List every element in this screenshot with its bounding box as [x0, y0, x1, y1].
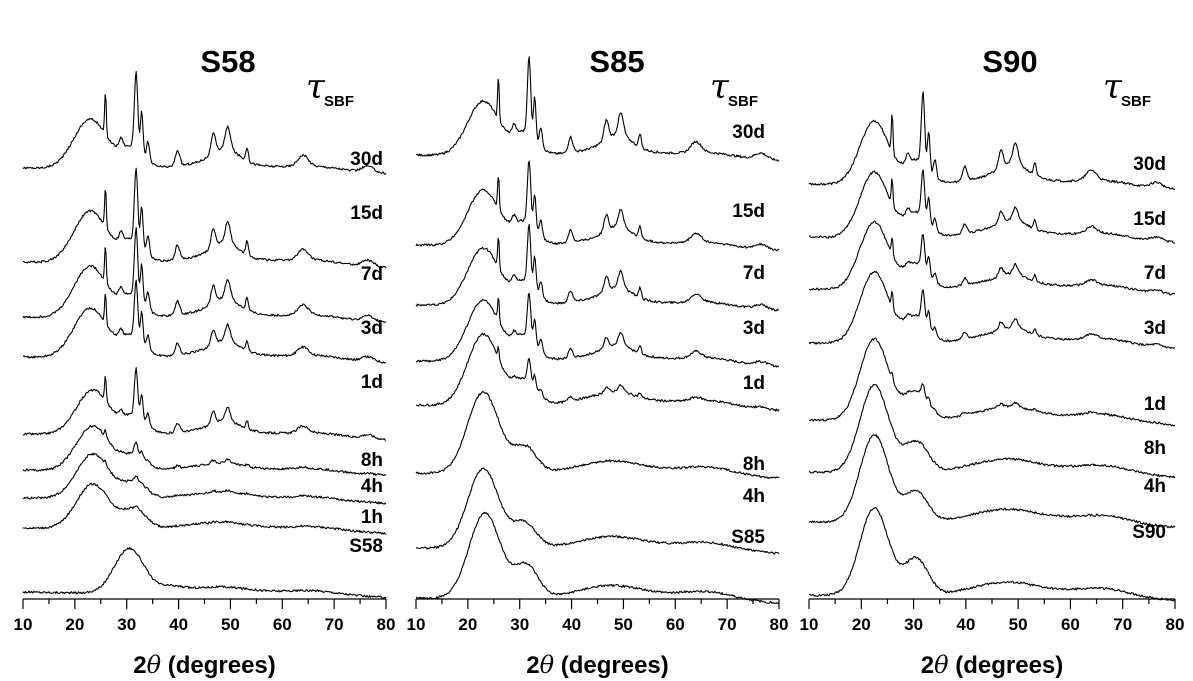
- trace-1h: [22, 482, 387, 535]
- trace-label: 30d: [350, 149, 383, 170]
- trace-15d: [808, 169, 1176, 244]
- x-tick-label: 10: [407, 615, 426, 634]
- x-tick-label: 50: [1009, 615, 1028, 634]
- trace-label: 15d: [732, 201, 765, 222]
- legend-tau-symbol: τ: [1103, 67, 1123, 107]
- x-tick-label: 50: [221, 615, 240, 634]
- x-axis-label-prefix: 2: [133, 652, 146, 679]
- trace-8h: [808, 383, 1176, 479]
- trace-label: 7d: [361, 264, 383, 285]
- x-tick-label: 30: [117, 615, 136, 634]
- trace-15d: [415, 160, 780, 252]
- trace-7d: [808, 220, 1176, 296]
- trace-4h: [22, 452, 387, 505]
- x-axis-label-suffix: (degrees): [554, 652, 669, 679]
- x-tick-label: 70: [1113, 615, 1132, 634]
- trace-4h: [808, 434, 1176, 529]
- x-tick-label: 30: [510, 615, 529, 634]
- trace-1d: [415, 332, 780, 412]
- trace-label: 3d: [743, 318, 765, 339]
- x-tick-label: 80: [377, 615, 396, 634]
- x-tick-label: 20: [458, 615, 477, 634]
- trace-label: 8h: [743, 454, 765, 475]
- x-tick-label: 70: [325, 615, 344, 634]
- trace-S58: [22, 547, 387, 599]
- x-tick-label: 60: [666, 615, 685, 634]
- legend-tau-symbol: τ: [710, 67, 730, 107]
- trace-7d: [22, 226, 387, 323]
- x-tick-label: 10: [14, 615, 33, 634]
- trace-label: 4h: [1144, 476, 1166, 497]
- x-axis-label: 2θ (degrees): [921, 651, 1064, 679]
- trace-30d: [808, 91, 1176, 190]
- x-tick-label: 70: [718, 615, 737, 634]
- trace-1d: [809, 337, 1176, 427]
- trace-8h: [22, 424, 387, 477]
- trace-label: 15d: [1133, 209, 1166, 230]
- trace-label: 3d: [361, 318, 383, 339]
- x-tick-label: 80: [1166, 615, 1185, 634]
- legend-tau-subscript: SBF: [1121, 93, 1151, 110]
- x-axis-label-symbol: θ: [934, 651, 949, 679]
- trace-label: 4h: [361, 476, 383, 497]
- trace-label: 8h: [1144, 438, 1166, 459]
- trace-30d: [415, 56, 780, 162]
- trace-label: S58: [349, 536, 383, 557]
- trace-label: S90: [1132, 522, 1166, 543]
- x-axis-label-symbol: θ: [540, 651, 555, 679]
- x-tick-label: 20: [65, 615, 84, 634]
- x-tick-label: 60: [273, 615, 292, 634]
- panel-title: S85: [589, 44, 644, 79]
- panel-s85: 10 20 30 40 50 60 70 80 2θ (degrees) S85 τ SBF S85 4h…: [407, 44, 789, 679]
- trace-3d: [22, 279, 387, 364]
- trace-label: 1d: [361, 372, 383, 393]
- panel-title: S90: [982, 44, 1037, 79]
- trace-3d: [808, 270, 1176, 349]
- x-tick-label: 40: [562, 615, 581, 634]
- x-axis-label-symbol: θ: [147, 651, 162, 679]
- x-tick-label: 10: [800, 615, 819, 634]
- trace-label: 4h: [743, 486, 765, 507]
- x-tick-label: 80: [770, 615, 789, 634]
- trace-label: 1d: [743, 373, 765, 394]
- x-axis-label-prefix: 2: [921, 652, 934, 679]
- trace-label: 30d: [732, 122, 765, 143]
- trace-label: 7d: [1144, 263, 1166, 284]
- trace-7d: [415, 223, 780, 312]
- trace-label: 15d: [350, 203, 383, 224]
- legend-tau-subscript: SBF: [324, 93, 354, 110]
- trace-label: 7d: [743, 263, 765, 284]
- trace-label: 30d: [1133, 154, 1166, 175]
- panel-title: S58: [200, 44, 255, 79]
- trace-label: 1h: [361, 507, 383, 528]
- trace-label: 8h: [361, 450, 383, 471]
- panel-s58: 10 20 30 40 50 60 70 80 2θ (degrees) S58 τ SBF S58 1h…: [14, 44, 396, 679]
- panel-s90: 10 20 30 40 50 60 70 80 2θ (degrees) S90 τ SBF S90 4h…: [800, 44, 1185, 679]
- x-axis-label: 2θ (degrees): [526, 651, 669, 679]
- trace-label: 3d: [1144, 318, 1166, 339]
- x-tick-label: 50: [614, 615, 633, 634]
- trace-4h: [415, 467, 780, 555]
- legend-tau-symbol: τ: [306, 67, 326, 107]
- trace-label: S85: [731, 527, 765, 548]
- x-axis-label: 2θ (degrees): [133, 651, 276, 679]
- trace-S85: [415, 511, 780, 605]
- x-axis-label-suffix: (degrees): [949, 652, 1064, 679]
- trace-8h: [415, 390, 780, 479]
- trace-15d: [22, 167, 387, 269]
- x-tick-label: 30: [904, 615, 923, 634]
- trace-S90: [808, 506, 1176, 602]
- x-tick-label: 20: [852, 615, 871, 634]
- x-axis-label-suffix: (degrees): [161, 652, 276, 679]
- trace-1d: [22, 366, 386, 441]
- x-tick-label: 60: [1061, 615, 1080, 634]
- trace-30d: [22, 70, 387, 175]
- x-axis-label-prefix: 2: [526, 652, 539, 679]
- legend-tau-subscript: SBF: [728, 93, 758, 110]
- trace-3d: [415, 292, 780, 368]
- x-tick-label: 40: [956, 615, 975, 634]
- trace-label: 1d: [1144, 394, 1166, 415]
- x-tick-label: 40: [169, 615, 188, 634]
